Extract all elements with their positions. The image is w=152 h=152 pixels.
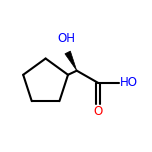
Polygon shape bbox=[65, 51, 77, 71]
Text: OH: OH bbox=[57, 32, 75, 45]
Text: O: O bbox=[93, 105, 103, 118]
Text: HO: HO bbox=[120, 76, 138, 89]
